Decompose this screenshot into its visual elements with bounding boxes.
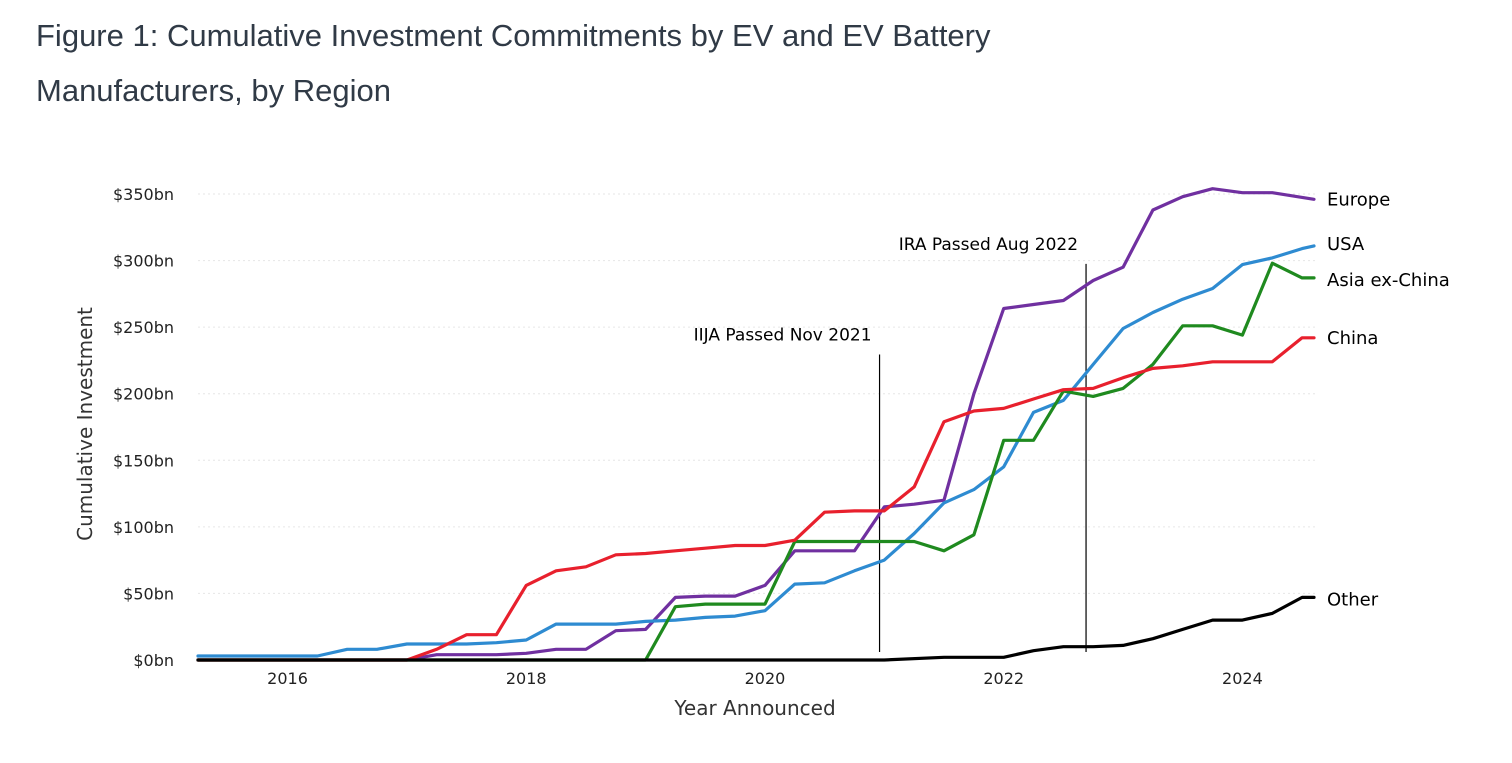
y-tick-label: $100bn	[113, 518, 174, 537]
x-tick-label: 2018	[506, 669, 547, 688]
x-tick-label: 2022	[983, 669, 1024, 688]
annotation-label: IIJA Passed Nov 2021	[694, 325, 872, 345]
figure-title: Figure 1: Cumulative Investment Commitme…	[36, 18, 991, 108]
series-label: Asia ex-China	[1327, 270, 1450, 291]
x-tick-label: 2024	[1222, 669, 1263, 688]
series-label: Europe	[1327, 189, 1390, 210]
series-labels: Europe USA Asia ex-China China Other	[1327, 189, 1450, 610]
y-tick-label: $0bn	[133, 651, 174, 670]
series-line-usa	[196, 244, 1316, 658]
x-axis-title: Year Announced	[673, 696, 835, 720]
y-axis-title: Cumulative Investment	[73, 307, 97, 541]
y-tick-label: $250bn	[113, 318, 174, 337]
annotation-label: IRA Passed Aug 2022	[899, 235, 1078, 255]
series-label: China	[1327, 328, 1378, 349]
x-axis-ticks: 2016 2018 2020 2022 2024	[267, 669, 1263, 688]
series-line-other	[196, 595, 1316, 662]
series-label: Other	[1327, 589, 1379, 610]
annotations: IIJA Passed Nov 2021 IRA Passed Aug 2022	[694, 235, 1087, 652]
y-tick-label: $200bn	[113, 385, 174, 404]
y-tick-label: $350bn	[113, 185, 174, 204]
y-axis-ticks: $0bn $50bn $100bn $150bn $200bn $250bn $300bn $…	[113, 185, 174, 670]
series-line-europe	[196, 187, 1316, 662]
gridlines	[198, 193, 1315, 594]
y-tick-label: $150bn	[113, 451, 174, 470]
series-line-china	[196, 336, 1316, 662]
x-tick-label: 2016	[267, 669, 308, 688]
y-tick-label: $300bn	[113, 252, 174, 271]
y-tick-label: $50bn	[123, 584, 174, 603]
series-line-asia-ex-china	[196, 261, 1316, 662]
x-tick-label: 2020	[745, 669, 786, 688]
series-label: USA	[1327, 234, 1365, 255]
series-lines	[196, 187, 1316, 662]
